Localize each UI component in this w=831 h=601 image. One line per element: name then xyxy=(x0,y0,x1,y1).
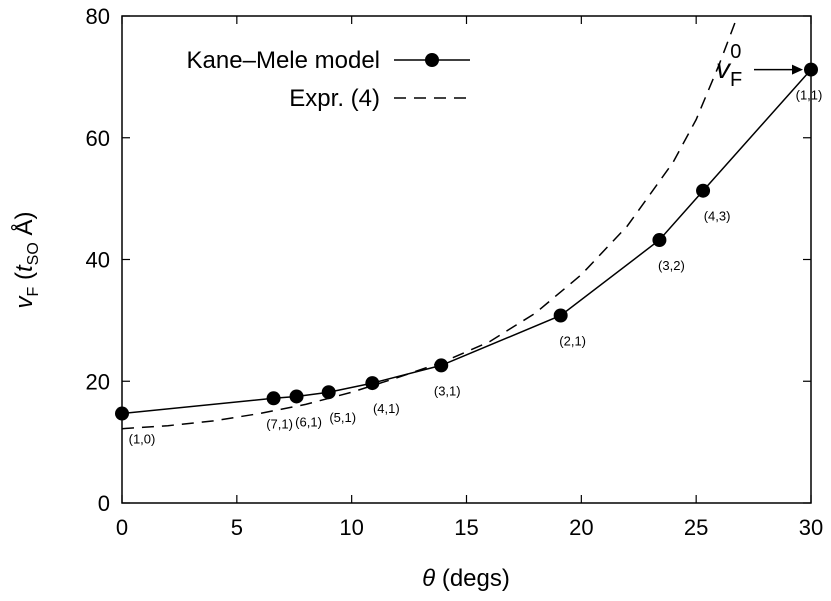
y-tick-label: 80 xyxy=(86,4,110,29)
point-label: (4,1) xyxy=(373,401,400,416)
point-labels: (1,0) (7,1) (6,1) (5,1) (4,1) (3,1) (2,1) (3,2)… xyxy=(129,88,823,447)
point-label: (1,1) xyxy=(796,88,823,103)
point-label: (6,1) xyxy=(295,414,322,429)
y-axis-title: vF (tSO Å) xyxy=(10,212,42,309)
x-tick-label: 0 xyxy=(116,515,128,540)
x-tick-label: 20 xyxy=(569,515,593,540)
vf0-annotation: vF0 xyxy=(716,41,803,91)
series-expr4-line xyxy=(122,16,739,430)
data-point xyxy=(365,376,380,391)
data-point xyxy=(652,233,667,248)
point-label: (3,1) xyxy=(434,383,461,398)
data-point xyxy=(289,389,304,404)
point-label: (5,1) xyxy=(329,410,356,425)
legend-label-kane-mele: Kane–Mele model xyxy=(187,47,380,74)
data-point xyxy=(553,308,568,323)
axis-ticks xyxy=(121,15,812,504)
legend-marker-kane-mele xyxy=(425,53,439,67)
data-point xyxy=(266,391,281,406)
data-point xyxy=(434,358,449,373)
series-kane-mele-line xyxy=(121,69,812,415)
data-point xyxy=(696,183,711,198)
legend: Kane–Mele model Expr. (4) xyxy=(187,47,470,112)
point-label: (1,0) xyxy=(129,432,156,447)
point-label: (2,1) xyxy=(559,334,586,349)
point-label: (7,1) xyxy=(266,416,293,431)
plot-frame xyxy=(121,15,812,504)
x-tick-label: 15 xyxy=(454,515,478,540)
vf0-arrow-head xyxy=(792,64,803,75)
tick-labels: 0 5 10 15 20 25 30 0 20 40 60 80 xyxy=(86,4,824,540)
y-tick-label: 40 xyxy=(86,248,110,273)
x-tick-label: 5 xyxy=(231,515,243,540)
series-layer xyxy=(115,16,818,430)
x-axis-title: θ (degs) xyxy=(422,565,510,592)
y-tick-label: 0 xyxy=(98,491,110,516)
y-tick-label: 20 xyxy=(86,369,110,394)
y-tick-label: 60 xyxy=(86,126,110,151)
point-label: (3,2) xyxy=(658,258,685,273)
x-tick-label: 10 xyxy=(339,515,363,540)
x-tick-label: 30 xyxy=(799,515,823,540)
x-tick-label: 25 xyxy=(684,515,708,540)
point-label: (4,3) xyxy=(704,209,731,224)
vf0-label: vF0 xyxy=(716,41,742,91)
data-point xyxy=(321,385,336,400)
legend-label-expr4: Expr. (4) xyxy=(289,85,380,112)
